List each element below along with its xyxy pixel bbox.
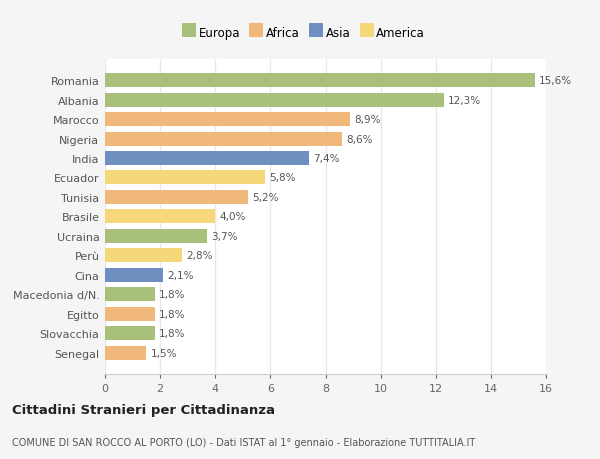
Text: 1,8%: 1,8% bbox=[159, 290, 185, 300]
Legend: Europa, Africa, Asia, America: Europa, Africa, Asia, America bbox=[179, 25, 427, 42]
Bar bbox=[105, 287, 155, 302]
Text: 5,8%: 5,8% bbox=[269, 173, 295, 183]
Bar bbox=[105, 230, 207, 243]
Bar bbox=[105, 132, 342, 146]
Bar bbox=[105, 151, 309, 166]
Bar bbox=[105, 326, 155, 341]
Text: 2,8%: 2,8% bbox=[187, 251, 213, 261]
Text: COMUNE DI SAN ROCCO AL PORTO (LO) - Dati ISTAT al 1° gennaio - Elaborazione TUTT: COMUNE DI SAN ROCCO AL PORTO (LO) - Dati… bbox=[12, 437, 475, 447]
Text: Cittadini Stranieri per Cittadinanza: Cittadini Stranieri per Cittadinanza bbox=[12, 403, 275, 416]
Text: 2,1%: 2,1% bbox=[167, 270, 194, 280]
Bar bbox=[105, 307, 155, 321]
Text: 1,5%: 1,5% bbox=[151, 348, 177, 358]
Text: 1,8%: 1,8% bbox=[159, 309, 185, 319]
Bar bbox=[105, 113, 350, 127]
Bar bbox=[105, 249, 182, 263]
Bar bbox=[105, 210, 215, 224]
Bar bbox=[105, 346, 146, 360]
Text: 3,7%: 3,7% bbox=[211, 231, 238, 241]
Text: 4,0%: 4,0% bbox=[220, 212, 246, 222]
Text: 7,4%: 7,4% bbox=[313, 154, 340, 163]
Bar bbox=[105, 74, 535, 88]
Bar bbox=[105, 171, 265, 185]
Text: 12,3%: 12,3% bbox=[448, 95, 481, 106]
Text: 8,9%: 8,9% bbox=[355, 115, 381, 125]
Text: 1,8%: 1,8% bbox=[159, 328, 185, 338]
Bar bbox=[105, 190, 248, 204]
Bar bbox=[105, 268, 163, 282]
Text: 8,6%: 8,6% bbox=[346, 134, 373, 144]
Text: 5,2%: 5,2% bbox=[253, 192, 279, 202]
Text: 15,6%: 15,6% bbox=[539, 76, 572, 86]
Bar bbox=[105, 93, 444, 107]
